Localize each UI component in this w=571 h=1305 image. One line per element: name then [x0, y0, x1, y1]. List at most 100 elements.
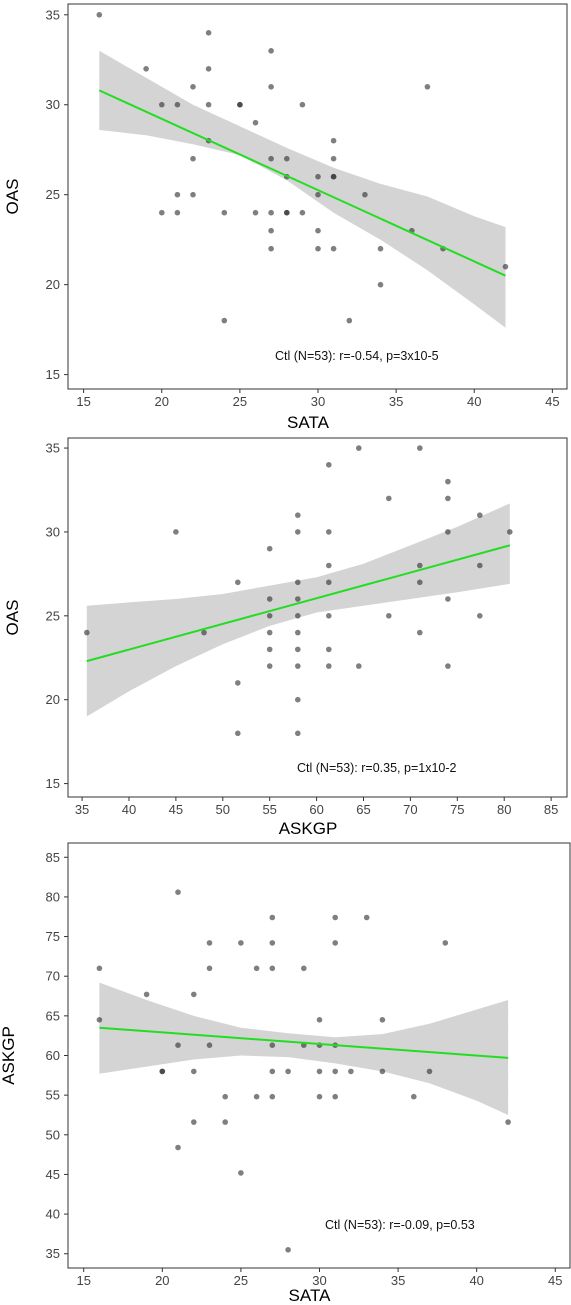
data-point	[379, 1017, 386, 1023]
x-tick-label: 70	[403, 802, 417, 817]
y-tick-label: 65	[46, 1008, 60, 1023]
data-point	[362, 191, 368, 198]
data-point	[417, 562, 423, 569]
data-point	[295, 579, 301, 586]
data-point	[206, 1042, 213, 1048]
data-point	[326, 462, 332, 468]
data-point	[363, 914, 370, 921]
data-point	[348, 1068, 354, 1075]
y-tick-label: 30	[46, 97, 60, 112]
data-point	[445, 495, 451, 502]
y-tick-label: 45	[46, 1167, 60, 1182]
data-point	[143, 66, 149, 72]
data-point	[426, 1068, 433, 1075]
data-point	[235, 579, 241, 586]
confidence-band	[99, 50, 506, 328]
data-point	[268, 155, 274, 162]
x-tick-label: 30	[311, 394, 325, 409]
data-point	[299, 209, 306, 216]
data-point	[316, 1093, 323, 1100]
y-axis-title: OAS	[3, 600, 22, 636]
x-tick-label: 40	[469, 1273, 483, 1288]
data-point	[502, 263, 509, 270]
x-tick-label: 85	[544, 802, 558, 817]
x-tick-label: 80	[497, 802, 511, 817]
x-tick-label: 40	[122, 802, 136, 817]
y-axis-title: ASKGP	[0, 1026, 18, 1085]
y-tick-label: 60	[46, 1048, 60, 1063]
scatter-panel-1: 15 20 25 30 35 40 45 15 20 25 30 35 Ctl (N=53): r=-0…	[3, 3, 568, 432]
x-axis-title: SATA	[289, 1286, 332, 1305]
data-point	[221, 209, 228, 216]
data-point	[326, 613, 332, 619]
data-point	[326, 529, 332, 535]
data-point	[330, 155, 337, 162]
data-point	[175, 1144, 181, 1151]
data-point	[237, 101, 243, 108]
data-point	[269, 940, 276, 946]
data-point	[174, 101, 181, 108]
data-point	[377, 281, 384, 288]
data-point	[356, 663, 362, 669]
y-tick-label: 35	[46, 7, 60, 22]
data-point	[284, 155, 290, 162]
data-point	[417, 445, 423, 451]
x-tick-label: 75	[450, 802, 464, 817]
data-point	[411, 1093, 417, 1100]
data-point	[206, 965, 213, 972]
y-tick-label: 40	[46, 1207, 60, 1222]
data-point	[268, 209, 274, 216]
data-point	[445, 596, 451, 602]
data-point	[205, 30, 212, 36]
data-point	[266, 596, 273, 602]
x-axis-title: SATA	[287, 413, 330, 432]
x-axis-title: ASKGP	[279, 819, 338, 838]
data-point	[173, 529, 179, 535]
data-point	[266, 545, 273, 552]
data-point	[252, 209, 259, 216]
data-point	[326, 663, 332, 669]
data-point	[143, 991, 150, 998]
data-point	[505, 1119, 511, 1125]
data-point	[332, 940, 339, 946]
data-point	[330, 173, 337, 180]
data-point	[326, 579, 332, 586]
data-point	[295, 529, 301, 535]
data-point	[190, 191, 196, 198]
data-point	[386, 613, 392, 619]
data-point	[445, 478, 451, 485]
data-point	[477, 613, 483, 619]
data-point	[191, 1119, 197, 1125]
y-tick-label: 35	[46, 1246, 60, 1261]
data-point	[268, 48, 274, 54]
confidence-band	[99, 982, 509, 1115]
x-tick-label: 40	[467, 394, 481, 409]
data-point	[330, 137, 337, 144]
data-point	[285, 1247, 291, 1253]
data-point	[295, 730, 301, 737]
data-point	[266, 646, 273, 653]
data-point	[269, 914, 276, 921]
y-tick-label: 20	[46, 277, 60, 292]
data-point	[477, 512, 483, 518]
data-point	[175, 1042, 181, 1048]
y-tick-label: 80	[46, 889, 60, 904]
data-point	[315, 191, 321, 198]
data-point	[238, 940, 244, 946]
y-tick-label: 55	[46, 1088, 60, 1103]
y-tick-label: 15	[46, 367, 60, 382]
data-point	[191, 1068, 197, 1075]
stats-annotation: Ctl (N=53): r=-0.54, p=3x10-5	[275, 349, 439, 363]
data-point	[266, 629, 273, 636]
y-tick-label: 85	[46, 850, 60, 865]
data-point	[377, 245, 384, 252]
data-point	[238, 1170, 244, 1176]
x-tick-label: 45	[545, 394, 559, 409]
data-point	[222, 1093, 228, 1100]
data-point	[332, 914, 339, 921]
data-point	[190, 155, 196, 162]
data-point	[477, 562, 483, 569]
y-tick-label: 75	[46, 929, 60, 944]
data-point	[316, 1068, 323, 1075]
